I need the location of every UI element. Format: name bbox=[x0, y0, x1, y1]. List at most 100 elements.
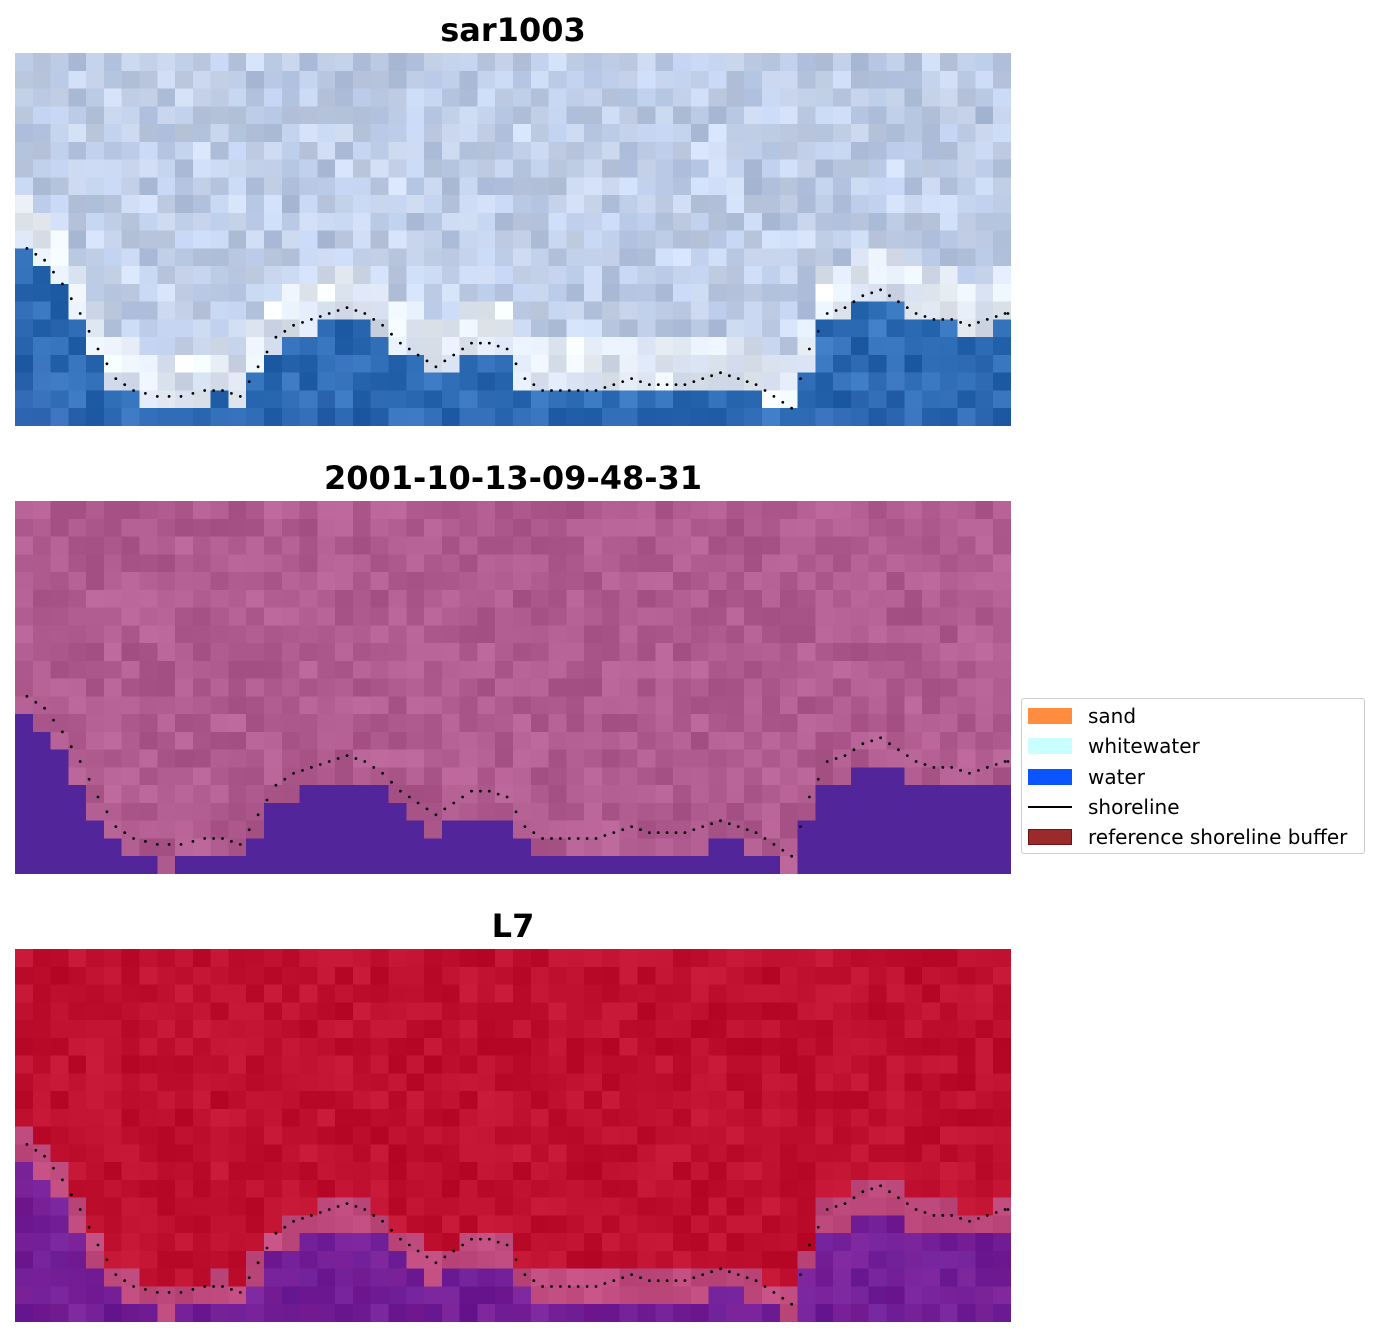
shoreline-point bbox=[879, 736, 882, 740]
shoreline-point bbox=[816, 329, 820, 333]
shoreline-point bbox=[114, 377, 118, 380]
shoreline-point bbox=[959, 769, 962, 772]
shoreline-point bbox=[585, 1285, 589, 1288]
shoreline-point bbox=[479, 341, 482, 345]
shoreline-point bbox=[425, 807, 429, 811]
shoreline-point bbox=[132, 389, 135, 392]
shoreline-point bbox=[87, 1225, 91, 1229]
shoreline-point bbox=[585, 837, 589, 840]
shoreline-point bbox=[247, 380, 251, 383]
shoreline-overlay bbox=[25, 247, 1010, 410]
shoreline-point bbox=[799, 1273, 802, 1276]
shoreline-point bbox=[870, 291, 874, 295]
shoreline-point bbox=[505, 795, 509, 799]
shoreline-point bbox=[567, 1285, 571, 1288]
shoreline-point bbox=[763, 837, 767, 840]
shoreline-point bbox=[781, 1296, 785, 1300]
shoreline-point bbox=[256, 365, 260, 369]
shoreline-point bbox=[470, 789, 473, 793]
shoreline-point bbox=[345, 306, 349, 309]
shoreline-point bbox=[52, 270, 55, 274]
shoreline-point bbox=[96, 347, 100, 351]
shoreline-point bbox=[212, 837, 216, 840]
shoreline-line-sample bbox=[1028, 806, 1072, 808]
shoreline-point bbox=[1003, 312, 1007, 315]
shoreline-point bbox=[843, 1202, 847, 1205]
shoreline-point bbox=[69, 1193, 73, 1197]
shoreline-point bbox=[265, 1246, 269, 1250]
shoreline-point bbox=[310, 318, 313, 321]
shoreline-point bbox=[612, 1279, 616, 1282]
shoreline-point bbox=[701, 377, 705, 380]
shoreline-point bbox=[167, 843, 171, 846]
shoreline-point bbox=[167, 1291, 171, 1294]
shoreline-point bbox=[114, 1273, 118, 1276]
shoreline-point bbox=[870, 739, 874, 743]
shoreline-point bbox=[968, 771, 971, 775]
shoreline-point bbox=[968, 323, 971, 327]
shoreline-point bbox=[550, 837, 553, 840]
shoreline-point bbox=[461, 347, 464, 351]
shoreline-point bbox=[336, 1205, 340, 1208]
shoreline-point bbox=[105, 1258, 109, 1262]
shoreline-point bbox=[825, 312, 829, 315]
shoreline-point bbox=[87, 329, 91, 333]
shoreline-point bbox=[470, 1237, 473, 1241]
shoreline-point bbox=[941, 1214, 945, 1217]
shoreline-point bbox=[212, 389, 216, 392]
shoreline-point bbox=[372, 1214, 376, 1217]
shoreline-point bbox=[781, 848, 785, 852]
shoreline-point bbox=[496, 1240, 500, 1244]
index-image-panel bbox=[15, 949, 1011, 1322]
shoreline-point bbox=[852, 748, 856, 752]
shoreline-point bbox=[155, 843, 159, 846]
shoreline-point bbox=[621, 380, 625, 383]
shoreline-point bbox=[745, 1276, 749, 1279]
shoreline-point bbox=[179, 395, 183, 398]
shoreline-point bbox=[25, 1143, 29, 1146]
shoreline-point bbox=[191, 1288, 195, 1291]
shoreline-point bbox=[283, 777, 287, 781]
shoreline-point bbox=[674, 831, 678, 834]
shoreline-point bbox=[144, 1288, 147, 1291]
shoreline-point bbox=[123, 383, 127, 386]
shoreline-point bbox=[648, 383, 651, 386]
shoreline-point bbox=[612, 383, 616, 386]
shoreline-point bbox=[327, 1208, 331, 1211]
shoreline-point bbox=[434, 1261, 438, 1265]
rgb-image-panel bbox=[15, 53, 1011, 426]
shoreline-point bbox=[363, 760, 367, 763]
shoreline-point bbox=[772, 395, 776, 398]
shoreline-point bbox=[701, 825, 705, 828]
shoreline-point bbox=[825, 760, 829, 763]
shoreline-point bbox=[630, 377, 633, 380]
shoreline-point bbox=[399, 1237, 402, 1241]
shoreline-point bbox=[407, 795, 411, 799]
shoreline-point bbox=[630, 825, 633, 828]
legend-label: water bbox=[1088, 765, 1145, 789]
shoreline-point bbox=[105, 362, 109, 366]
shoreline-point bbox=[523, 1273, 527, 1276]
shoreline-point bbox=[745, 380, 749, 383]
shoreline-point bbox=[914, 1208, 918, 1211]
shoreline-point bbox=[710, 822, 713, 826]
shoreline-point bbox=[541, 389, 544, 392]
shoreline-point bbox=[327, 760, 331, 763]
shoreline-point bbox=[834, 309, 838, 312]
shoreline-point bbox=[656, 383, 660, 386]
panel-title-3: L7 bbox=[491, 907, 535, 945]
shoreline-point bbox=[897, 300, 900, 304]
shoreline-point bbox=[434, 365, 438, 369]
shoreline-point bbox=[114, 825, 118, 828]
shoreline-point bbox=[203, 389, 207, 392]
shoreline-point bbox=[985, 1214, 989, 1217]
shoreline-point bbox=[399, 789, 402, 793]
panel-title-1: sar1003 bbox=[440, 11, 586, 49]
shoreline-point bbox=[639, 1276, 642, 1279]
legend-label: reference shoreline buffer bbox=[1088, 825, 1348, 849]
shoreline-point bbox=[283, 329, 287, 333]
shoreline-point bbox=[61, 282, 64, 286]
shoreline-point bbox=[247, 1276, 251, 1279]
shoreline-point bbox=[754, 383, 758, 386]
shoreline-point bbox=[790, 1302, 793, 1306]
